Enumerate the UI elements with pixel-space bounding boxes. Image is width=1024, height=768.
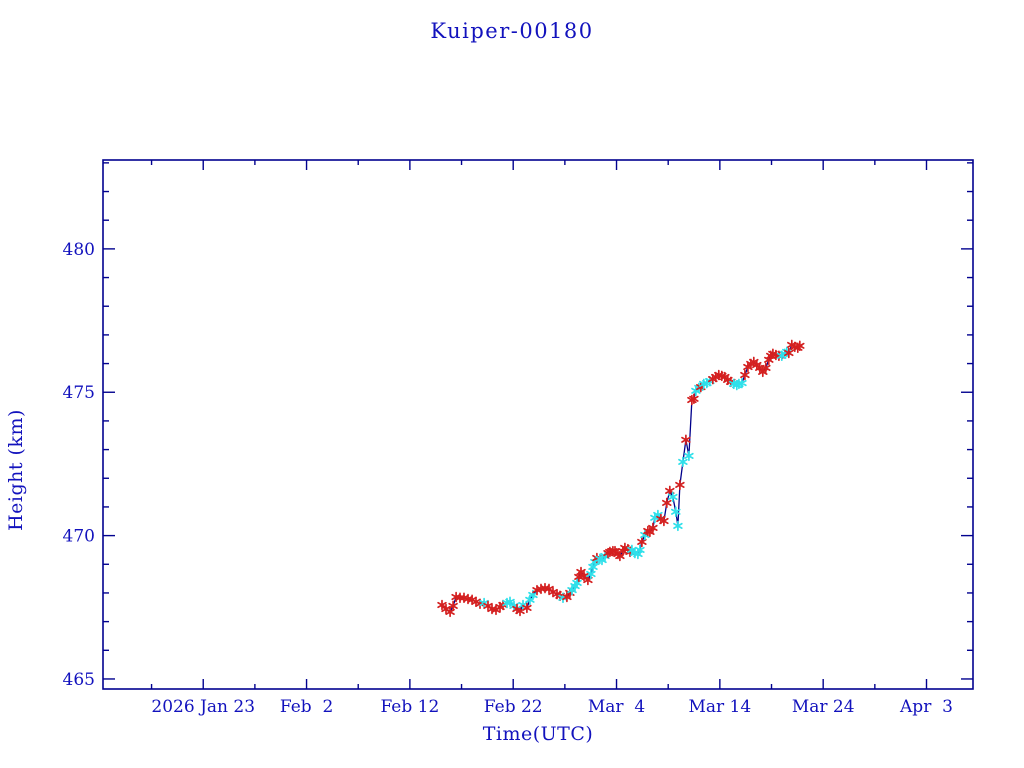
data-marker-cyan-asterisk [635, 544, 645, 556]
x-tick-label: Mar 4 [588, 697, 645, 717]
x-tick-label: 2026 Jan 23 [151, 697, 255, 717]
data-marker-red-asterisk [448, 600, 458, 612]
y-tick-label: 475 [63, 383, 95, 403]
y-tick-label: 470 [63, 527, 95, 547]
data-marker-red-asterisk [662, 497, 672, 509]
data-marker-red-asterisk [648, 522, 658, 534]
data-marker-red-asterisk [740, 369, 750, 381]
x-tick-label: Feb 22 [484, 697, 543, 717]
x-tick-label: Mar 24 [792, 697, 855, 717]
y-axis-title: Height (km) [5, 409, 27, 531]
data-marker-cyan-asterisk [737, 377, 747, 389]
axis-box [102, 159, 974, 690]
data-marker-red-asterisk [659, 515, 669, 527]
x-tick-label: Mar 14 [688, 697, 751, 717]
y-axis-ticks: 465 470 475 480 [63, 162, 973, 690]
data-marker-red-asterisk [681, 434, 691, 446]
data-marker-cyan-asterisk [671, 506, 681, 518]
plot-frame [102, 159, 974, 690]
x-axis-ticks: 2026 Jan 23 Feb 2 Feb 12 Feb 22 Mar 4 Mar 14 M… [150, 160, 953, 717]
data-marker-cyan-asterisk [586, 568, 596, 580]
x-axis-title: Time(UTC) [483, 723, 594, 745]
data-marker-red-asterisk [784, 347, 794, 359]
data-marker-cyan-asterisk [678, 456, 688, 468]
data-marker-red-asterisk [522, 602, 532, 614]
x-tick-label: Apr 3 [899, 697, 953, 717]
x-tick-label: Feb 2 [280, 697, 333, 717]
data-series [437, 339, 805, 618]
x-tick-label: Feb 12 [380, 697, 439, 717]
data-marker-cyan-asterisk [673, 520, 683, 532]
data-marker-red-asterisk [689, 393, 699, 405]
data-marker-red-asterisk [579, 570, 589, 582]
data-marker-cyan-asterisk [668, 491, 678, 503]
y-tick-label: 465 [63, 670, 95, 690]
data-marker-red-asterisk [761, 362, 771, 374]
data-marker-red-asterisk [637, 536, 647, 548]
data-marker-cyan-asterisk [505, 596, 515, 608]
data-marker-cyan-asterisk [684, 450, 694, 462]
data-marker-red-asterisk [437, 599, 447, 611]
chart-title: Kuiper-00180 [430, 19, 593, 43]
data-marker-red-asterisk [795, 340, 805, 352]
y-tick-label: 480 [63, 240, 95, 260]
data-marker-red-asterisk [675, 479, 685, 491]
